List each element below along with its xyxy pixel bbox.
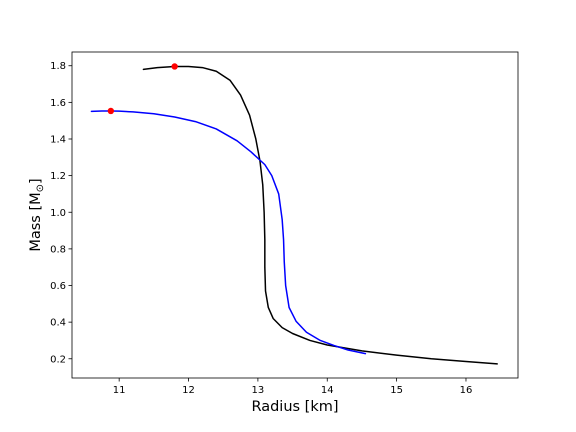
y-axis-ticks: 0.2 0.4 0.6 0.8 1.0 1.2 1.4 1.6 1.8: [50, 61, 72, 365]
max-mass-marker-1: [171, 63, 178, 70]
x-tick-label: 11: [113, 385, 126, 396]
marker-layer: [107, 63, 178, 115]
x-tick-label: 16: [460, 385, 473, 396]
y-axis-label-end: ]: [28, 178, 44, 184]
x-tick-label: 15: [390, 385, 403, 396]
y-tick-label: 1.6: [50, 98, 66, 109]
y-axis-label-subscript: ⊙: [35, 184, 46, 192]
x-tick-label: 12: [182, 385, 195, 396]
x-tick-label: 13: [252, 385, 265, 396]
y-tick-label: 1.4: [50, 134, 66, 145]
y-tick-label: 0.8: [50, 244, 66, 255]
y-tick-label: 0.4: [50, 318, 66, 329]
max-mass-marker-2: [107, 107, 115, 115]
y-tick-label: 1.2: [50, 171, 66, 182]
y-axis-label: Mass [M⊙]: [28, 178, 46, 251]
y-axis-label-main: Mass [M: [28, 192, 44, 251]
y-tick-label: 1.8: [50, 61, 66, 72]
series-line-1: [142, 65, 498, 365]
y-tick-label: 1.0: [50, 208, 66, 219]
x-axis-ticks: 11 12 13 14 15 16: [113, 378, 473, 396]
y-tick-label: 0.6: [50, 281, 66, 292]
y-tick-label: 0.2: [50, 354, 66, 365]
series-line-2: [90, 110, 367, 355]
plot-area: [71, 51, 519, 379]
x-axis-label: Radius [km]: [251, 399, 338, 415]
series-layer: [90, 65, 498, 365]
x-tick-label: 14: [321, 385, 334, 396]
